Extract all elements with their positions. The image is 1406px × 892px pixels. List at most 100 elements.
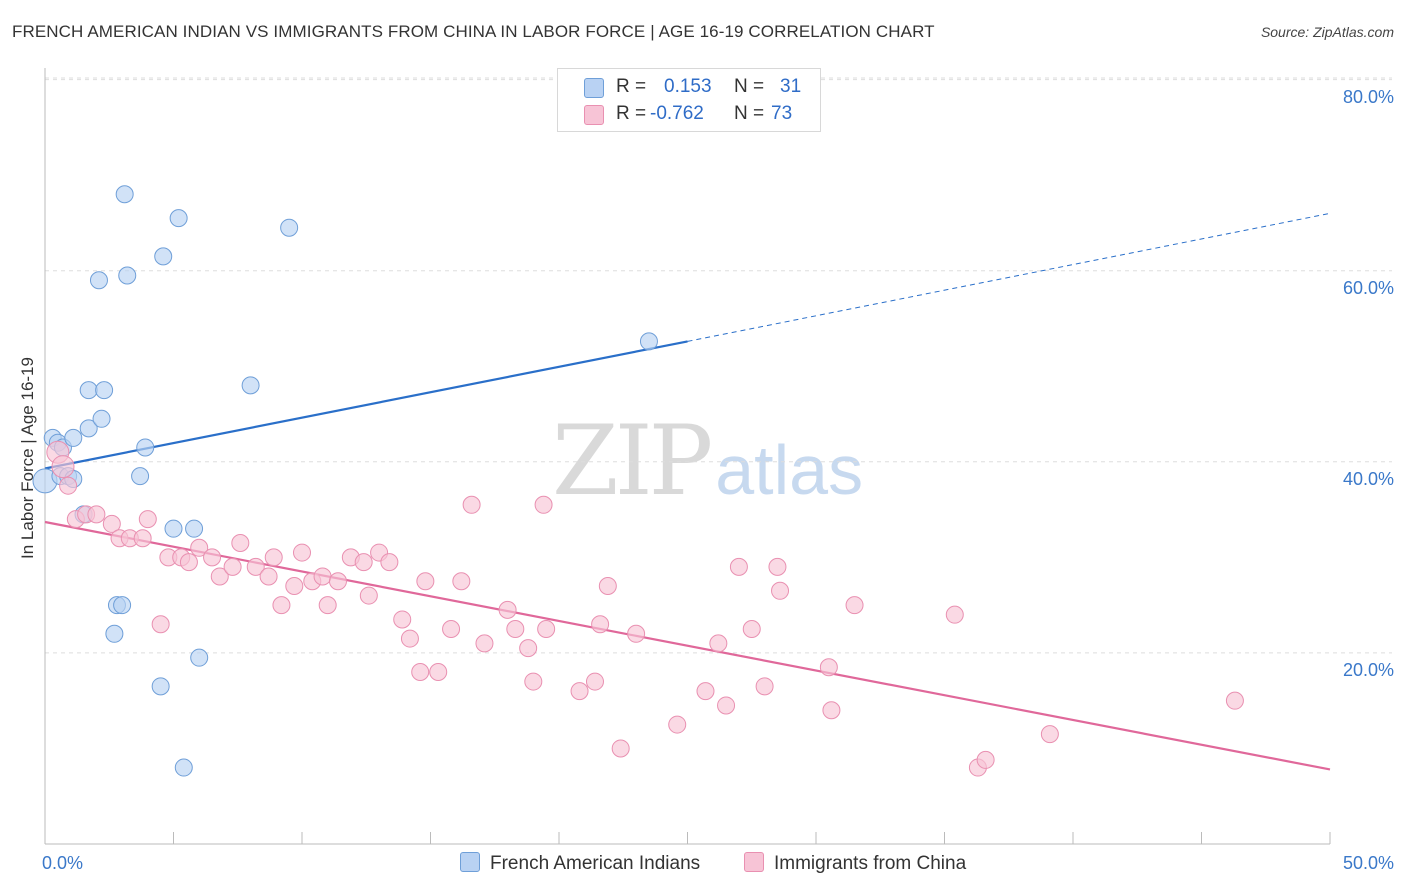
legend-r-label: R = [616, 76, 647, 97]
data-point [429, 663, 448, 682]
data-point [151, 677, 170, 696]
data-point [822, 701, 841, 720]
data-point [105, 624, 124, 643]
legend-n-value: 31 [780, 76, 802, 97]
series-legend-label: Immigrants from China [774, 853, 967, 874]
data-point [164, 519, 183, 538]
correlation-legend: R = 0.153 N = 31 R = -0.762 N = 73 [557, 68, 821, 132]
axes [44, 68, 1331, 845]
data-point [102, 514, 121, 533]
data-point [393, 610, 412, 629]
series-legend-immigrants-from-china: Immigrants from China [744, 852, 966, 875]
data-point [138, 510, 157, 529]
data-point [354, 553, 373, 572]
data-point [154, 247, 173, 266]
data-point [231, 534, 250, 553]
series-swatch-pink [744, 852, 764, 872]
legend-r-label: R = [616, 103, 647, 124]
legend-swatch-pink [584, 105, 604, 125]
data-point [185, 519, 204, 538]
data-point [133, 529, 152, 548]
watermark-zip: ZIP [552, 405, 713, 517]
data-point [611, 739, 630, 758]
data-point [519, 639, 538, 658]
data-point [79, 419, 98, 438]
data-point [411, 663, 430, 682]
data-point [537, 620, 556, 639]
data-point [462, 495, 481, 514]
data-point [400, 629, 419, 648]
y-tick-label-60: 60.0% [1342, 278, 1394, 298]
data-point [696, 682, 715, 701]
data-point [1225, 691, 1244, 710]
x-tick-label-min: 0.0% [42, 853, 84, 873]
data-point [223, 557, 242, 576]
x-tick-label-max: 50.0% [1342, 853, 1394, 873]
data-point [210, 567, 229, 586]
legend-swatch-blue [584, 78, 604, 98]
data-point [174, 758, 193, 777]
data-point [59, 476, 78, 495]
data-point [89, 271, 108, 290]
trend-line-extrapolated [687, 212, 1331, 342]
data-point [280, 218, 299, 237]
data-point [169, 209, 188, 228]
legend-n-value: 73 [771, 103, 793, 124]
chart-title: FRENCH AMERICAN INDIAN VS IMMIGRANTS FRO… [12, 22, 935, 41]
data-point [524, 672, 543, 691]
legend-r-value: 0.153 [664, 76, 712, 97]
data-point [442, 620, 461, 639]
watermark: ZIPatlas [552, 405, 863, 517]
data-point [151, 615, 170, 634]
y-tick-label-20: 20.0% [1342, 660, 1394, 680]
data-point [416, 572, 435, 591]
data-point [179, 553, 198, 572]
data-point [51, 455, 75, 479]
data-point [506, 620, 525, 639]
data-point [190, 538, 209, 557]
data-point [742, 620, 761, 639]
data-point [598, 577, 617, 596]
data-point [136, 438, 155, 457]
data-point [190, 648, 209, 667]
data-point [87, 505, 106, 524]
data-point [498, 600, 517, 619]
data-point [95, 381, 114, 400]
data-point [1040, 725, 1059, 744]
data-point [717, 696, 736, 715]
data-point [570, 682, 589, 701]
data-point [845, 596, 864, 615]
data-point [328, 572, 347, 591]
data-point [92, 409, 111, 428]
legend-n-label: N = [734, 76, 765, 97]
y-tick-label-40: 40.0% [1342, 469, 1394, 489]
data-point [131, 467, 150, 486]
legend-n-label: N = [734, 103, 765, 124]
data-point [313, 567, 332, 586]
series-swatch-blue [460, 852, 480, 872]
data-point [380, 553, 399, 572]
data-point [771, 581, 790, 600]
data-point [79, 381, 98, 400]
y-axis-label: In Labor Force | Age 16-19 [18, 357, 37, 559]
data-point [976, 750, 995, 769]
data-point [729, 557, 748, 576]
data-point [755, 677, 774, 696]
data-point [259, 567, 278, 586]
data-point [118, 266, 137, 285]
data-point [585, 672, 604, 691]
data-point [452, 572, 471, 591]
data-point [945, 605, 964, 624]
data-point [115, 185, 134, 204]
y-tick-label-80: 80.0% [1342, 87, 1394, 107]
data-point [113, 596, 132, 615]
data-point [639, 332, 658, 351]
trend-line [44, 520, 1331, 771]
data-point [272, 596, 291, 615]
source-label: Source: ZipAtlas.com [1260, 24, 1394, 40]
data-point [668, 715, 687, 734]
data-points [32, 185, 1244, 777]
data-point [819, 658, 838, 677]
legend-r-value: -0.762 [650, 103, 704, 124]
